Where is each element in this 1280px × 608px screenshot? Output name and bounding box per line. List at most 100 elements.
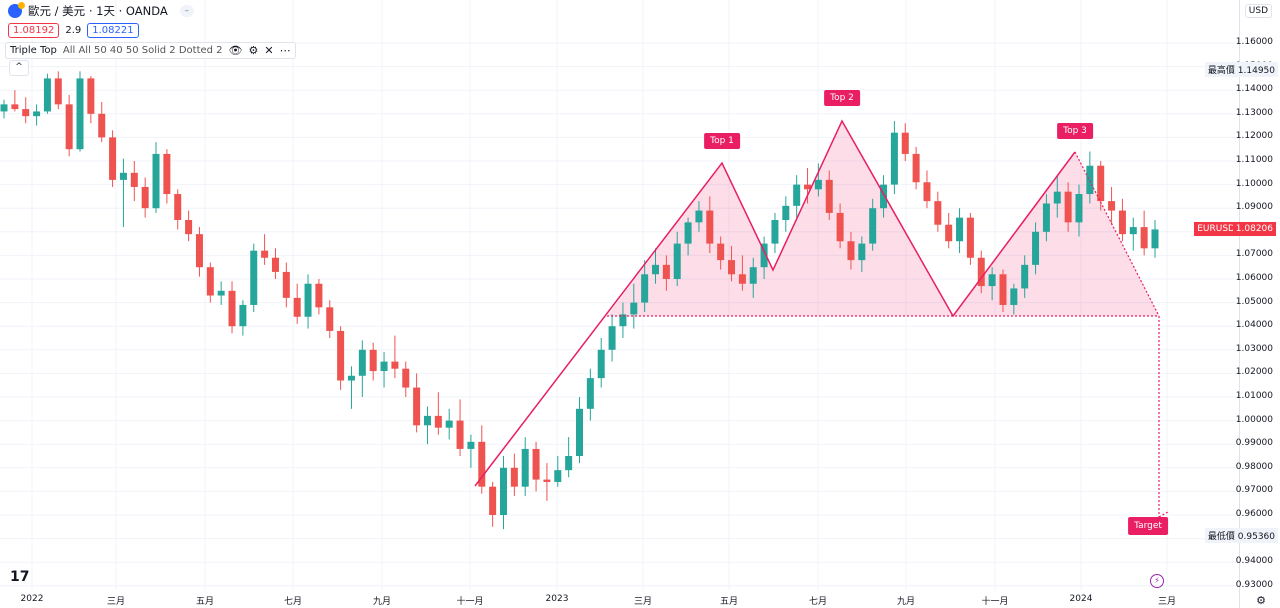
indicator-name[interactable]: Triple Top xyxy=(10,45,57,56)
candle-body xyxy=(250,250,258,305)
candle-body xyxy=(706,210,714,244)
time-tick-label: 十一月 xyxy=(456,597,484,607)
price-tick-label: 0.93000 xyxy=(1235,579,1273,590)
candle-body xyxy=(499,467,507,515)
top3-label[interactable]: Top 3 xyxy=(1057,123,1093,139)
candle-body xyxy=(630,302,638,315)
candle-body xyxy=(239,304,247,327)
candle-body xyxy=(185,220,193,235)
minus-icon[interactable]: – xyxy=(179,5,194,17)
candle-body xyxy=(152,153,160,209)
price-tick-label: 1.07000 xyxy=(1235,249,1273,260)
candle-body xyxy=(76,78,84,150)
price-tick-label: 1.09000 xyxy=(1235,202,1273,213)
top2-label[interactable]: Top 2 xyxy=(824,90,860,106)
candle-body xyxy=(206,267,214,296)
current-symbol-tag: EURUSD xyxy=(1194,222,1238,236)
candle-body xyxy=(793,184,801,206)
tradingview-logo[interactable]: 17 xyxy=(10,569,30,585)
candle-body xyxy=(858,243,866,261)
candle-body xyxy=(119,172,127,180)
candle-body xyxy=(673,243,681,279)
candle-body xyxy=(217,290,225,296)
indicator-legend[interactable]: Triple Top All All 50 40 50 Solid 2 Dott… xyxy=(5,42,296,59)
candle-body xyxy=(304,283,312,317)
candle-body xyxy=(945,224,953,242)
gear-icon[interactable]: ⚙ xyxy=(248,44,259,57)
candle-body xyxy=(326,307,334,331)
lightning-icon[interactable]: ⚡ xyxy=(1150,574,1164,588)
price-tick-label: 0.98000 xyxy=(1235,461,1273,472)
candle-body xyxy=(738,274,746,284)
candle-body xyxy=(869,208,877,244)
candle-body xyxy=(565,456,573,471)
candle-body xyxy=(54,78,62,105)
candle-body xyxy=(1042,203,1050,232)
candle-body xyxy=(347,375,355,381)
price-tick-label: 1.01000 xyxy=(1235,391,1273,401)
candle-body xyxy=(749,267,757,284)
candle-body xyxy=(358,349,366,376)
candle-body xyxy=(880,184,888,209)
candle-body xyxy=(652,264,660,275)
time-tick-label: 2023 xyxy=(545,594,569,604)
candle-body xyxy=(641,274,649,303)
candle-body xyxy=(195,234,203,268)
more-icon[interactable]: ⋯ xyxy=(279,44,291,57)
candle-body xyxy=(369,349,377,372)
candle-body xyxy=(1021,264,1029,289)
currency-selector[interactable]: USD xyxy=(1244,4,1272,18)
price-axis[interactable]: USD xyxy=(1239,0,1280,608)
candle-body xyxy=(836,212,844,242)
price-tick-label: 1.00000 xyxy=(1235,414,1273,425)
candle-body xyxy=(619,314,627,327)
candle-body xyxy=(445,420,453,428)
candle-body xyxy=(576,408,583,456)
chevron-up-icon[interactable]: ^ xyxy=(9,60,29,76)
candle-body xyxy=(261,250,269,258)
price-tick-label: 0.99000 xyxy=(1235,438,1273,449)
symbol-header[interactable]: 歐元 / 美元 · 1天 · OANDA – xyxy=(8,2,194,19)
time-tick-label: 三月 xyxy=(106,597,126,607)
price-quotes: 1.08192 2.9 1.08221 xyxy=(8,23,139,38)
candle-body xyxy=(923,182,931,202)
candle-body xyxy=(717,243,725,261)
time-tick-label: 五月 xyxy=(719,597,739,607)
target-label[interactable]: Target xyxy=(1128,517,1168,535)
price-tick-label: 1.11000 xyxy=(1235,155,1273,165)
high-label: 最高價 xyxy=(1207,66,1235,76)
eye-icon[interactable]: 👁 xyxy=(228,44,243,57)
candle-body xyxy=(402,368,410,388)
candle-body xyxy=(228,290,236,327)
candle-body xyxy=(532,448,540,480)
top1-label[interactable]: Top 1 xyxy=(704,133,740,149)
sell-price-button[interactable]: 1.08192 xyxy=(8,23,60,38)
time-tick-label: 2024 xyxy=(1069,594,1093,604)
time-tick-label: 三月 xyxy=(1157,597,1177,607)
triple-top-pattern-line xyxy=(474,119,1076,487)
buy-price-button[interactable]: 1.08221 xyxy=(87,23,139,38)
candlestick-series xyxy=(0,71,1159,530)
settings-gear-icon[interactable]: ⚙ xyxy=(1256,594,1266,607)
chart-grid xyxy=(0,0,1240,590)
candle-body xyxy=(293,297,301,317)
candle-body xyxy=(174,194,182,220)
candle-body xyxy=(608,326,616,350)
candle-body xyxy=(163,153,171,195)
candle-body xyxy=(966,217,974,258)
candle-body xyxy=(1053,191,1061,204)
candle-body xyxy=(662,264,670,279)
symbol-title[interactable]: 歐元 / 美元 · 1天 · OANDA xyxy=(28,4,168,18)
time-tick-label: 七月 xyxy=(283,597,303,607)
close-icon[interactable]: ✕ xyxy=(264,44,274,57)
candle-body xyxy=(554,470,562,482)
candle-body xyxy=(1140,227,1148,249)
candle-body xyxy=(890,132,898,185)
candle-body xyxy=(956,217,964,242)
candle-body xyxy=(87,78,95,114)
time-tick-label: 五月 xyxy=(195,597,215,607)
price-tick-label: 1.05000 xyxy=(1235,296,1273,307)
price-tick-label: 1.12000 xyxy=(1235,131,1273,142)
candle-body xyxy=(901,132,909,154)
